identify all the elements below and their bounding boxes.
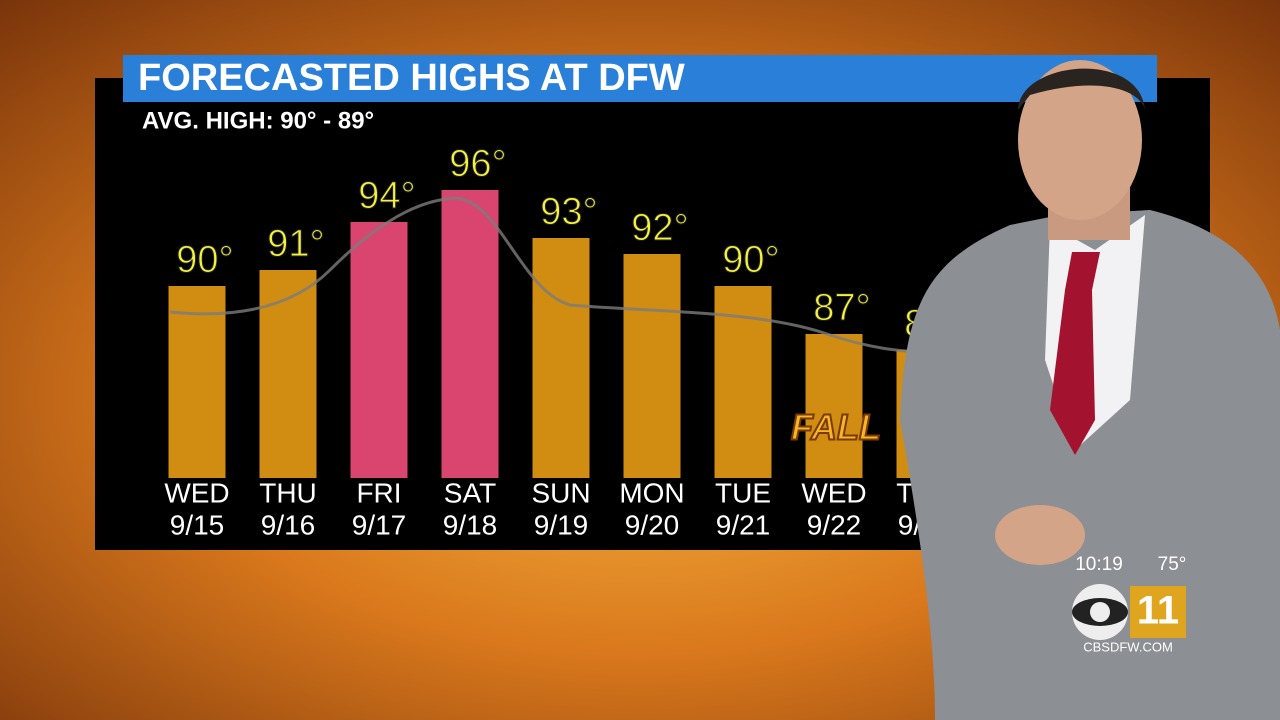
channel-number: 11 [1137, 589, 1179, 633]
title-bar [123, 55, 1157, 102]
day-label: WED [164, 477, 229, 508]
day-label: SAT [444, 477, 496, 508]
day-label: SUN [531, 477, 590, 508]
chart-subtitle: AVG. HIGH: 90° - 89° [142, 107, 374, 134]
clock: 10:19 [1075, 554, 1123, 575]
date-label: 9/16 [261, 509, 316, 540]
day-label: THU [259, 477, 317, 508]
value-label: 91° [267, 223, 324, 265]
bar [350, 222, 408, 478]
date-label: 9/22 [807, 509, 862, 540]
trend-curve [169, 196, 931, 354]
date-label: 9/17 [352, 509, 407, 540]
date-label: 9/20 [625, 509, 680, 540]
day-label: FRI [356, 477, 401, 508]
annotation: FALL [791, 407, 881, 448]
bar [532, 238, 590, 478]
chart-title: FORECASTED HIGHS AT DFW [138, 57, 685, 99]
day-label: WED [801, 477, 866, 508]
station-bug: 10:19 75° 11 CBSDFW.COM [1072, 554, 1186, 654]
value-label: 93° [540, 191, 597, 233]
day-label: MON [619, 477, 684, 508]
website: CBSDFW.COM [1083, 639, 1173, 654]
day-label: TUE [715, 477, 771, 508]
value-label: 92° [631, 207, 688, 249]
cbs-eye-pupil [1090, 602, 1110, 622]
value-label: 96° [449, 143, 506, 185]
current-temp: 75° [1158, 554, 1187, 575]
bar [259, 270, 317, 478]
bar [805, 334, 863, 478]
date-label: 9/21 [716, 509, 771, 540]
value-label: 90° [722, 239, 779, 281]
value-label: 87° [813, 287, 870, 329]
date-label: 9/18 [443, 509, 498, 540]
bar [623, 254, 681, 478]
channel-box [1130, 586, 1186, 638]
date-label: 9/15 [170, 509, 225, 540]
value-label: 90° [176, 239, 233, 281]
date-label: 9/19 [534, 509, 589, 540]
bar [168, 286, 226, 478]
bar [441, 190, 499, 478]
